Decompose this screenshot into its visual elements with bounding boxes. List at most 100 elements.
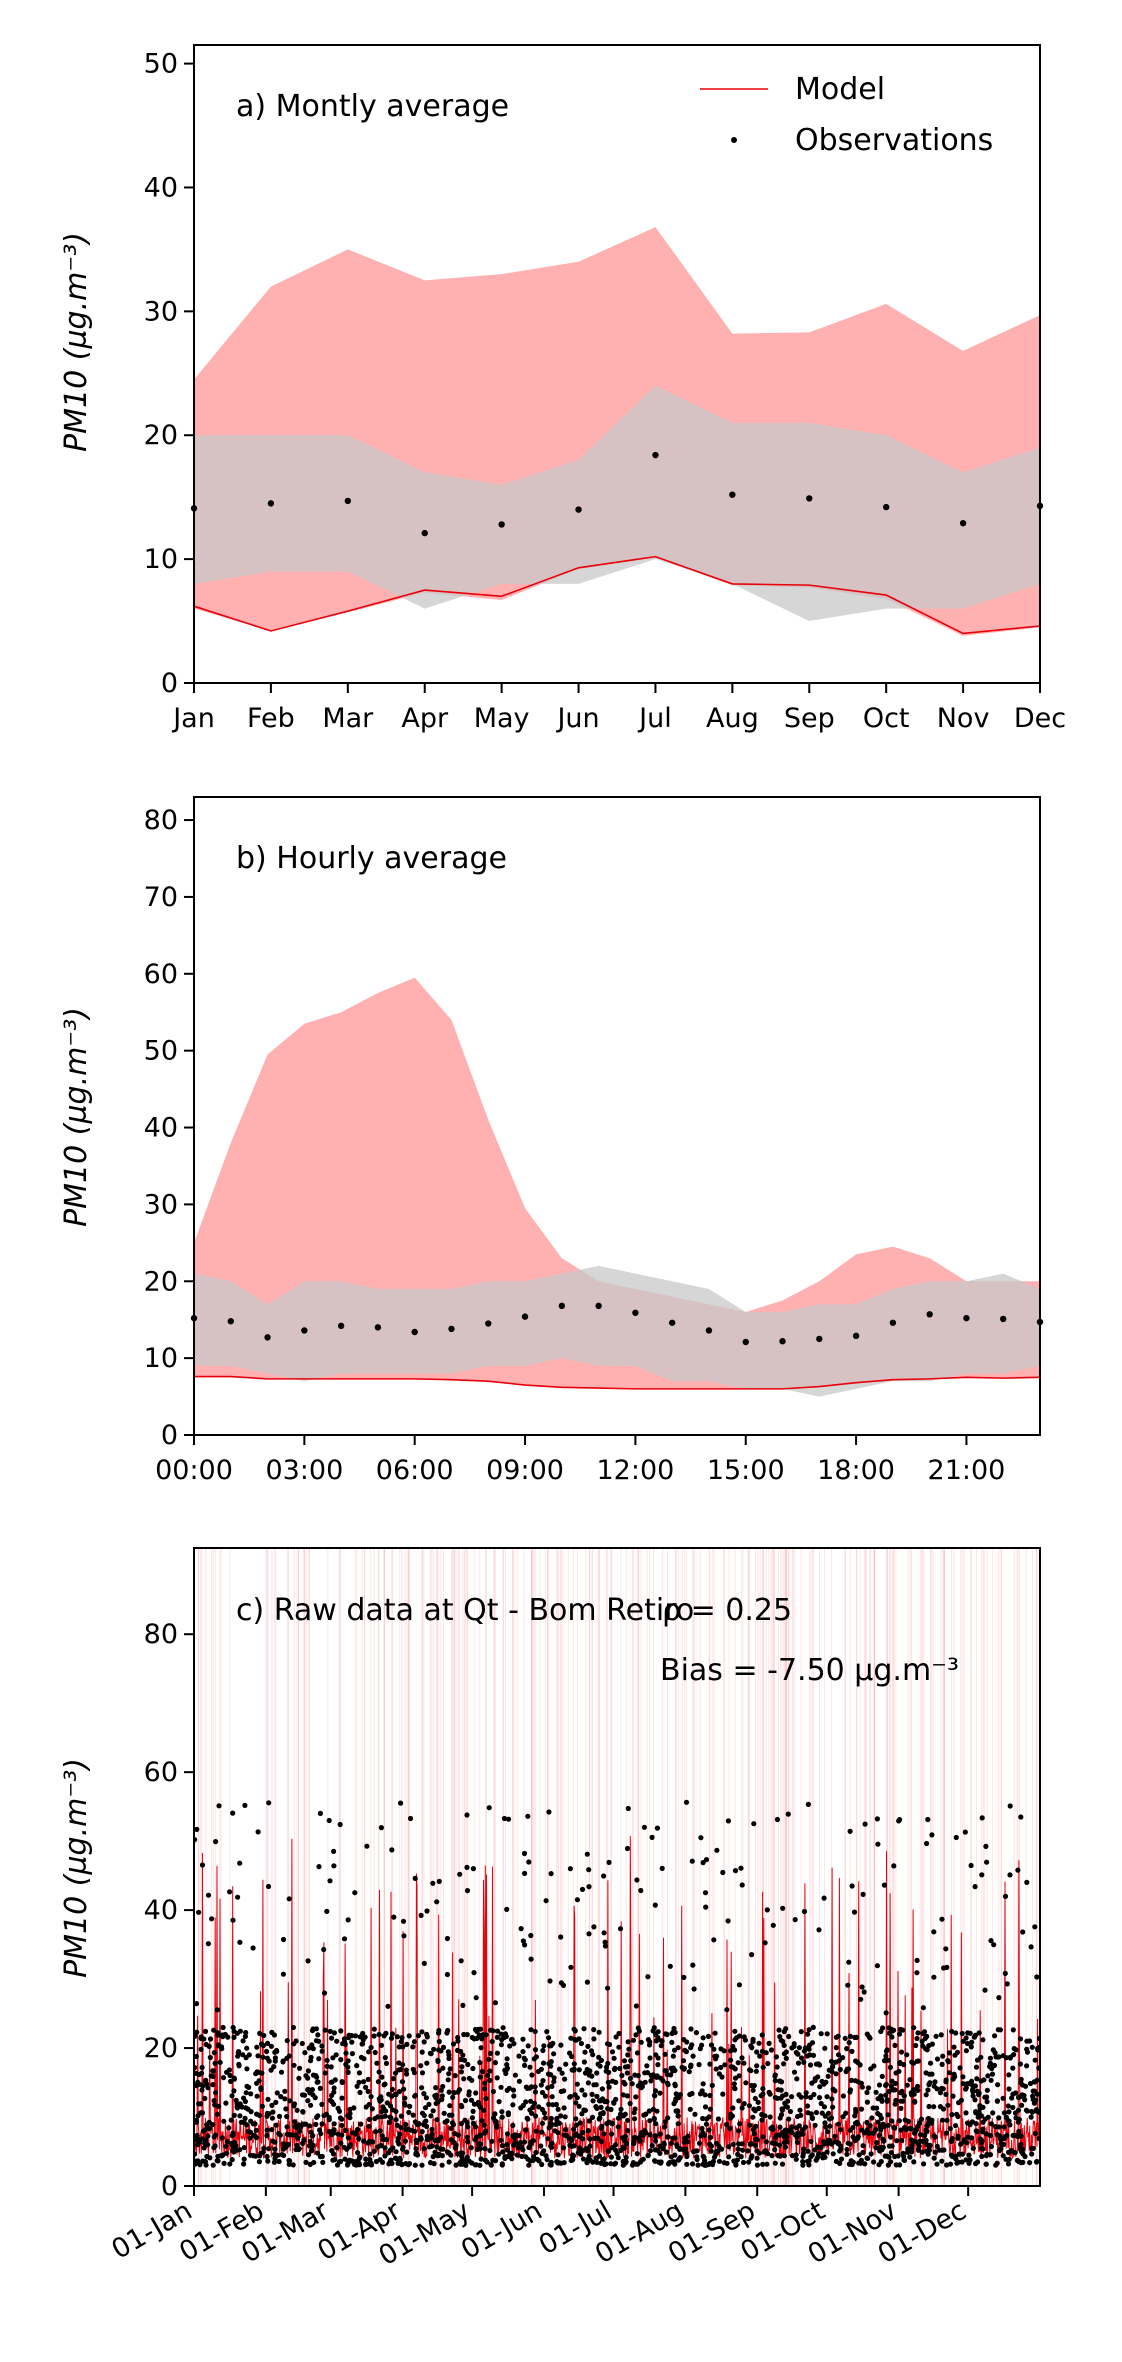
panel-c-observation-point: [379, 2074, 385, 2080]
legend-observations-marker: [731, 137, 737, 143]
panel-c-observation-point: [662, 2124, 668, 2130]
panel-c-observation-point: [888, 2026, 894, 2032]
panel-c-observation-point: [421, 1960, 427, 1966]
panel-a-observation-point: [959, 519, 967, 527]
panel-a-ytick-label: 0: [161, 668, 178, 699]
panel-b-observation-point: [301, 1327, 308, 1334]
panel-c-observation-point: [746, 2103, 753, 2109]
panel-c-observation-point: [382, 2113, 388, 2119]
panel-c-observation-point: [791, 2043, 797, 2049]
panel-c-observation-point: [621, 2058, 628, 2064]
panel-c-observation-point: [317, 1810, 323, 1816]
panel-c-ytick-label: 20: [144, 2033, 178, 2064]
panel-c-observation-point: [738, 1865, 744, 1871]
panel-c-observation-point: [389, 1847, 395, 1853]
panel-c-observation-point: [796, 2092, 802, 2098]
panel-c-observation-point: [987, 2055, 994, 2061]
panel-b-observation-point: [816, 1335, 823, 1343]
panel-c-observation-point: [1003, 2114, 1010, 2120]
panel-c-observation-point: [880, 2136, 886, 2142]
panel-c-observation-point: [605, 2079, 611, 2085]
panel-c-observation-point: [494, 2075, 500, 2081]
panel-c-observation-point: [994, 2160, 1000, 2166]
panel-c-observation-point: [296, 2075, 302, 2081]
panel-c-observation-point: [634, 1877, 640, 1883]
panel-c-observation-point: [761, 2149, 768, 2155]
panel-c-observation-point: [647, 2148, 654, 2154]
panel-c-observation-point: [797, 2107, 803, 2113]
legend-model-label: Model: [795, 72, 885, 107]
panel-c-observation-point: [356, 2136, 362, 2142]
panel-c-observation-point: [355, 2150, 361, 2156]
panel-c-observation-point: [1005, 2103, 1011, 2109]
panel-c-observation-point: [996, 1995, 1002, 2001]
panel-c-observation-point: [641, 1824, 648, 1830]
panel-c-observation-point: [503, 2033, 509, 2040]
panel-c-observation-point: [849, 2161, 855, 2168]
panel-c-observation-point: [582, 2092, 588, 2098]
panel-c-observation-point: [896, 2031, 903, 2037]
panel-c-observation-point: [436, 2038, 442, 2045]
panel-b-observation-point: [889, 1319, 897, 1326]
panel-b-xtick-label: 09:00: [486, 1455, 564, 1486]
panel-c-observation-point: [668, 2140, 674, 2146]
panel-c-observation-point: [430, 1880, 436, 1886]
panel-c-observation-point: [400, 2144, 406, 2150]
panel-c-observation-point: [924, 2047, 930, 2053]
panel-c-ytick-label: 0: [161, 2171, 178, 2202]
panel-c-observation-point: [830, 2104, 836, 2110]
panel-c-observation-point: [266, 2146, 272, 2152]
panel-c-observation-point: [533, 2054, 540, 2060]
panel-c-observation-point: [278, 2094, 284, 2100]
panel-c-observation-point: [673, 2091, 679, 2097]
panel-c-observation-point: [625, 2039, 631, 2045]
panel-c-observation-point: [833, 2059, 839, 2065]
panel-c-observation-point: [345, 2113, 351, 2119]
panel-c-observation-point: [444, 2030, 450, 2036]
panel-c-observation-point: [924, 1840, 930, 1847]
panel-c-observation-point: [707, 2092, 713, 2099]
panel-c-observation-point: [913, 2042, 919, 2049]
panel-c-observation-point: [853, 2106, 859, 2112]
panel-c-observation-point: [319, 2043, 325, 2049]
panel-c-observation-point: [428, 2135, 434, 2141]
panel-c-observation-point: [466, 2089, 472, 2095]
panel-c-observation-point: [957, 2065, 963, 2071]
panel-c-observation-point: [618, 2106, 624, 2112]
panel-c-observation-point: [522, 1942, 528, 1948]
panel-c-observation-point: [476, 2102, 482, 2108]
panel-c-observation-point: [246, 2084, 252, 2090]
panel-c-observation-point: [393, 2117, 399, 2123]
panel-c-observation-point: [963, 2157, 969, 2163]
panel-c-observation-point: [987, 2060, 994, 2066]
panel-c-observation-point: [884, 2047, 890, 2053]
panel-c-observation-point: [330, 2055, 336, 2061]
panel-c-observation-point: [873, 2145, 879, 2151]
panel-c-observation-point: [263, 2048, 270, 2055]
panel-c-observation-point: [915, 2141, 921, 2147]
panel-c-observation-point: [857, 2062, 863, 2068]
panel-c-observation-point: [756, 2040, 762, 2046]
panel-c-observation-point: [778, 2112, 785, 2118]
panel-c-observation-point: [593, 2082, 599, 2088]
panel-c-observation-point: [974, 2088, 981, 2094]
panel-c-observation-point: [655, 2029, 661, 2035]
panel-c-observation-point: [576, 2103, 582, 2109]
panel-c-observation-point: [629, 2162, 636, 2168]
panel-c-observation-point: [459, 2154, 465, 2160]
panel-c-observation-point: [540, 2060, 547, 2066]
panel-c-observation-point: [824, 2149, 830, 2155]
panel-c-observation-point: [810, 2024, 816, 2030]
panel-c-observation-point: [198, 2046, 204, 2052]
panel-c-observation-point: [948, 2138, 954, 2144]
panel-c-observation-point: [665, 2134, 671, 2140]
panel-c-observation-point: [416, 2121, 422, 2127]
panel-c-observation-point: [307, 2090, 313, 2096]
panel-c-observation-point: [1029, 2044, 1035, 2050]
panel-c-observation-point: [671, 2047, 678, 2053]
panel-c-observation-point: [424, 2060, 430, 2066]
panel-c-observation-point: [421, 2091, 427, 2097]
panel-c-observation-point: [194, 2029, 200, 2035]
panel-c-observation-point: [584, 1851, 590, 1857]
panel-c-observation-point: [294, 2107, 300, 2113]
